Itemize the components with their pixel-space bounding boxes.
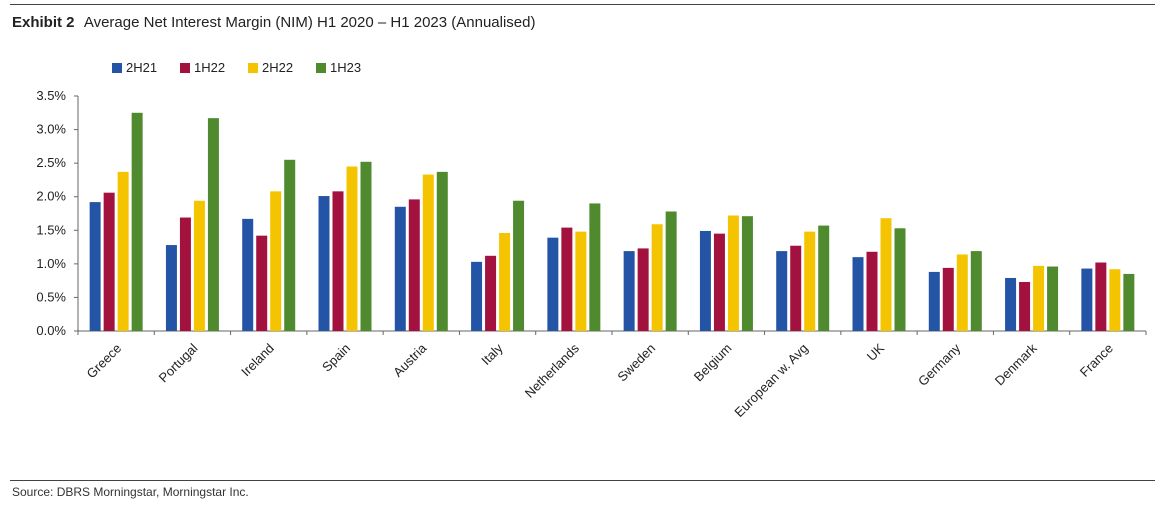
bar <box>1109 269 1121 331</box>
category-label: European w. Avg <box>731 341 810 420</box>
category-label: Denmark <box>992 340 1040 388</box>
bar <box>394 206 406 331</box>
legend-label: 2H22 <box>262 60 293 75</box>
bar <box>499 232 511 331</box>
bar <box>880 218 892 331</box>
category-label: Netherlands <box>522 340 583 401</box>
y-tick-label: 1.0% <box>36 256 66 271</box>
bar <box>346 166 358 331</box>
source-note: Source: DBRS Morningstar, Morningstar In… <box>12 485 249 499</box>
bar <box>318 196 330 331</box>
bar <box>422 174 434 331</box>
bar <box>637 248 649 331</box>
category-label: Italy <box>478 340 506 368</box>
category-label: Austria <box>390 340 430 380</box>
exhibit-label: Exhibit 2 <box>12 14 75 31</box>
y-tick-label: 3.0% <box>36 122 66 137</box>
bar <box>956 254 968 331</box>
bar <box>970 251 982 331</box>
bar <box>179 217 191 331</box>
y-tick-label: 3.5% <box>36 88 66 103</box>
category-label: UK <box>864 340 888 364</box>
bar <box>665 211 677 331</box>
category-label: Ireland <box>238 341 277 380</box>
bar <box>741 216 753 331</box>
bar <box>485 255 497 331</box>
legend-swatch <box>112 63 122 73</box>
bar <box>804 231 816 331</box>
bar <box>165 245 177 331</box>
y-tick-label: 2.5% <box>36 155 66 170</box>
chart-title: Average Net Interest Margin (NIM) H1 202… <box>83 14 536 31</box>
bar <box>207 118 219 332</box>
bar <box>818 225 830 331</box>
legend-swatch <box>316 63 326 73</box>
bar <box>408 199 420 331</box>
bar <box>360 161 372 331</box>
bar <box>852 257 864 331</box>
legend-swatch <box>180 63 190 73</box>
legend-label: 2H21 <box>126 60 157 75</box>
legend-label: 1H23 <box>330 60 361 75</box>
bar <box>1095 262 1107 331</box>
bar <box>561 227 573 331</box>
bar <box>575 231 587 331</box>
bar <box>242 218 254 331</box>
bar <box>790 245 802 331</box>
bar <box>1019 281 1031 331</box>
bar <box>547 237 559 331</box>
bar <box>713 233 725 331</box>
bar <box>89 202 101 331</box>
bar <box>1123 273 1135 331</box>
bar <box>942 267 954 331</box>
bar <box>727 215 739 331</box>
bar-chart: 0.0% 0.5% 1.0% 1.5% 2.0% 2.5% 3.0% 3.5% Greece Po… <box>36 60 1147 420</box>
bar <box>776 251 788 331</box>
bar <box>623 251 635 331</box>
category-label: Sweden <box>614 341 658 385</box>
bar <box>1005 277 1017 331</box>
bar <box>332 191 344 331</box>
bar <box>131 112 143 332</box>
bar <box>193 200 205 331</box>
bar <box>651 224 663 331</box>
bar <box>471 261 483 331</box>
exhibit-header: Exhibit 2 Average Net Interest Margin (N… <box>12 14 535 31</box>
category-label: Belgium <box>691 341 735 385</box>
y-tick-label: 1.5% <box>36 222 66 237</box>
bar <box>1047 266 1059 331</box>
category-label: Germany <box>915 340 964 389</box>
bar <box>866 251 878 331</box>
bar <box>894 228 906 331</box>
bar <box>513 200 525 331</box>
category-label: France <box>1077 341 1116 380</box>
category-label: Spain <box>319 341 353 375</box>
bar <box>256 235 268 331</box>
bar <box>699 230 711 331</box>
bar <box>436 171 448 331</box>
bar <box>928 271 940 331</box>
category-label: Portugal <box>156 340 201 385</box>
bar <box>589 203 601 331</box>
y-tick-label: 0.0% <box>36 323 66 338</box>
bar <box>117 171 129 331</box>
category-label: Greece <box>84 341 125 382</box>
legend-swatch <box>248 63 258 73</box>
bar <box>1033 265 1045 331</box>
bar <box>103 192 115 331</box>
bar <box>270 191 282 331</box>
y-tick-label: 0.5% <box>36 289 66 304</box>
bar <box>284 159 296 331</box>
bottom-rule <box>10 480 1155 481</box>
bar <box>1081 268 1093 331</box>
top-rule <box>10 4 1155 5</box>
y-tick-label: 2.0% <box>36 189 66 204</box>
legend-label: 1H22 <box>194 60 225 75</box>
